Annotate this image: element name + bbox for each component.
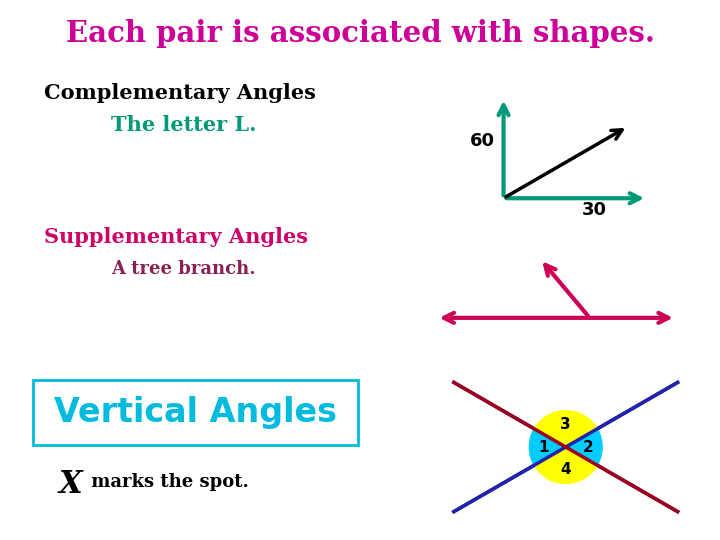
Wedge shape [566,429,602,465]
Text: Complementary Angles: Complementary Angles [44,83,316,103]
Text: 2: 2 [583,440,594,455]
Text: marks the spot.: marks the spot. [86,473,249,491]
Wedge shape [534,411,597,447]
Wedge shape [529,429,566,465]
Text: X: X [58,469,82,500]
Text: Supplementary Angles: Supplementary Angles [44,227,308,247]
Text: 3: 3 [560,417,571,432]
Text: 4: 4 [560,462,571,477]
Text: 30: 30 [582,201,607,219]
Text: 1: 1 [538,440,549,455]
Wedge shape [534,447,597,483]
Text: Each pair is associated with shapes.: Each pair is associated with shapes. [66,19,654,48]
Text: A tree branch.: A tree branch. [111,260,256,279]
Text: Vertical Angles: Vertical Angles [54,396,337,429]
Text: The letter L.: The letter L. [111,115,257,135]
FancyBboxPatch shape [32,380,358,445]
Text: 60: 60 [470,132,495,150]
